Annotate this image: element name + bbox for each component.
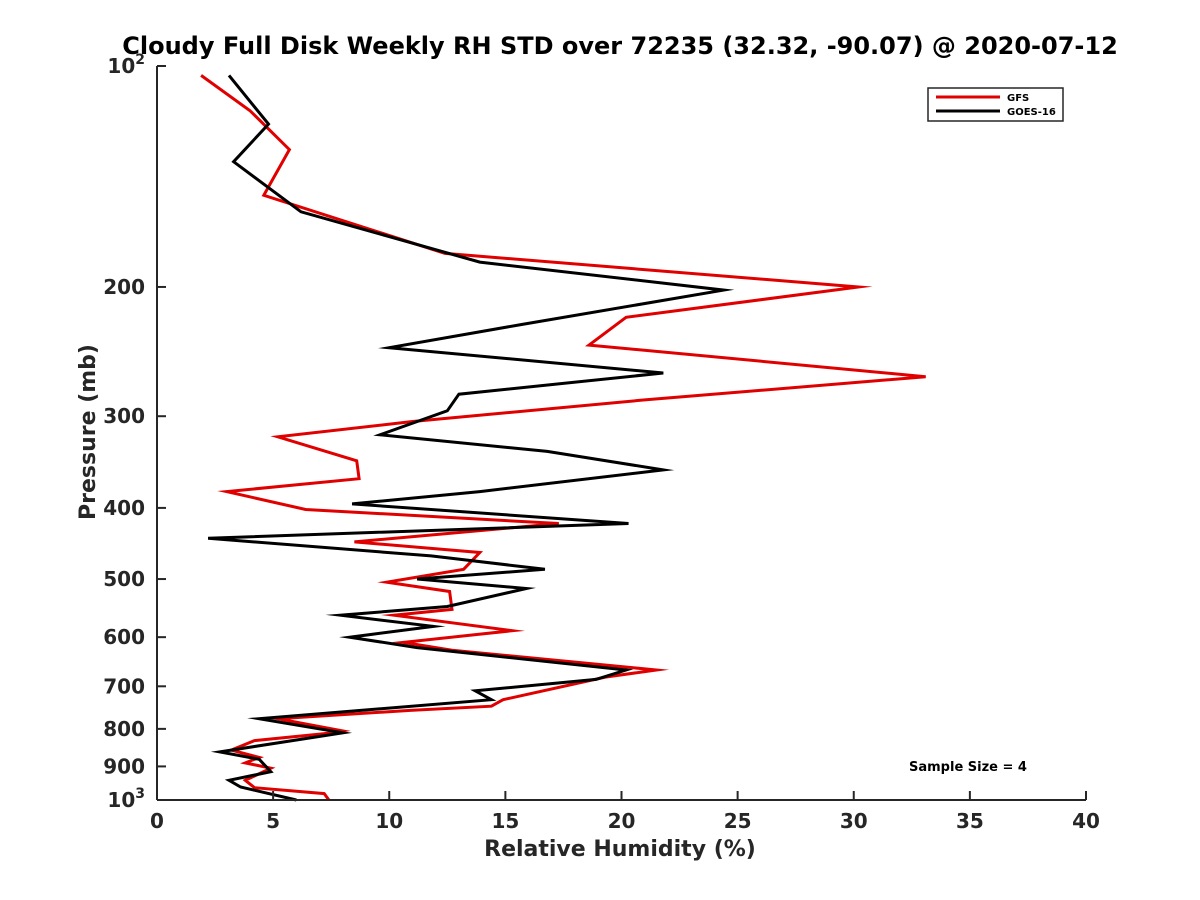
- x-tick-label: 30: [840, 809, 868, 833]
- y-tick-label: 102: [107, 52, 145, 78]
- x-tick-label: 15: [491, 809, 519, 833]
- y-axis-label: Pressure (mb): [76, 344, 101, 520]
- y-tick-label: 400: [103, 496, 145, 520]
- series-line-goes-16: [207, 74, 735, 802]
- legend: GFS GOES-16: [927, 87, 1064, 122]
- x-tick-label: 40: [1072, 809, 1100, 833]
- y-tick-label: 300: [103, 404, 145, 428]
- series-layer: [200, 74, 926, 802]
- x-tick-label: 0: [150, 809, 164, 833]
- legend-label: GOES-16: [1007, 107, 1056, 118]
- axes-layer: 0 5 10 15 20 25 30 35 40 102 200 300 400 500 600 700 800…: [103, 52, 1100, 833]
- y-tick-label: 600: [103, 625, 145, 649]
- x-tick-label: 25: [724, 809, 752, 833]
- x-tick-label: 20: [608, 809, 636, 833]
- legend-box: [927, 87, 1064, 122]
- y-tick-label: 200: [103, 275, 145, 299]
- chart-title: Cloudy Full Disk Weekly RH STD over 7223…: [122, 32, 1118, 60]
- y-tick-label: 800: [103, 717, 145, 741]
- x-tick-label: 35: [956, 809, 984, 833]
- y-tick-label: 500: [103, 567, 145, 591]
- x-tick-label: 10: [375, 809, 403, 833]
- sample-size-annotation: Sample Size = 4: [909, 760, 1027, 775]
- x-tick-label: 5: [266, 809, 280, 833]
- y-tick-label: 103: [107, 786, 145, 812]
- x-axis-label: Relative Humidity (%): [484, 837, 756, 862]
- y-tick-label: 700: [103, 674, 145, 698]
- legend-label: GFS: [1007, 93, 1029, 104]
- y-tick-label: 900: [103, 754, 145, 778]
